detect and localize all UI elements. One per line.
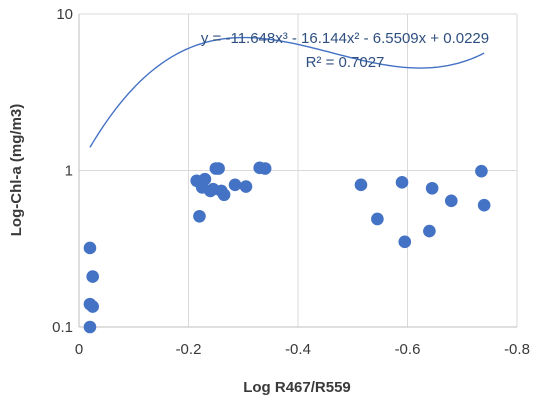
data-point xyxy=(198,172,212,186)
x-tick-label: -0.2 xyxy=(176,341,202,358)
data-point xyxy=(371,212,384,226)
x-tick-label: -0.4 xyxy=(285,341,311,358)
r-squared-label: R² = 0.7027 xyxy=(306,54,385,71)
data-point xyxy=(398,235,412,249)
x-tick-label: -0.8 xyxy=(504,341,530,358)
x-tick-label: 0 xyxy=(75,341,83,358)
data-point xyxy=(193,209,206,223)
data-point xyxy=(228,178,242,192)
data-point xyxy=(477,198,491,212)
y-tick-label: 1 xyxy=(65,163,73,180)
data-point xyxy=(239,180,253,193)
data-point xyxy=(395,176,409,189)
y-axis-title: Log-Chl-a (mg/m3) xyxy=(8,104,25,237)
equation-label: y = -11.648x³ - 16.144x² - 6.5509x + 0.0… xyxy=(201,30,489,47)
data-point xyxy=(445,194,458,208)
trendline xyxy=(89,36,485,148)
data-point xyxy=(86,270,99,283)
data-point xyxy=(212,162,225,175)
y-tick-label: 0.1 xyxy=(52,319,73,336)
data-point xyxy=(354,178,368,192)
x-axis-title: Log R467/R559 xyxy=(243,379,351,396)
data-point xyxy=(217,188,231,202)
tick-labels: 0 -0.2 -0.4 -0.6 -0.8 0.1 1 10 xyxy=(52,6,530,358)
data-point xyxy=(83,320,97,334)
x-tick-label: -0.6 xyxy=(395,341,421,358)
data-point xyxy=(475,164,488,178)
data-point xyxy=(423,224,436,238)
data-point xyxy=(86,300,99,313)
data-point xyxy=(425,181,439,195)
axes xyxy=(78,14,517,328)
data-point xyxy=(83,241,97,255)
data-points xyxy=(83,161,491,334)
y-tick-label: 10 xyxy=(56,6,73,23)
grid-lines xyxy=(79,13,518,327)
data-point xyxy=(258,162,272,175)
